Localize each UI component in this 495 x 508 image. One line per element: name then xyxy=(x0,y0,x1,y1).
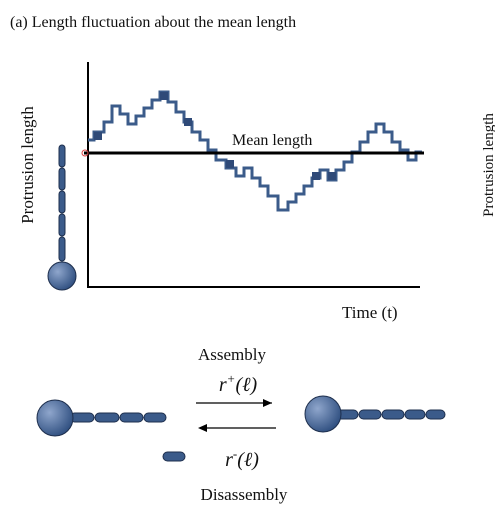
trace-blocks xyxy=(94,92,336,180)
short-protrusion xyxy=(36,399,167,437)
forward-arrowhead xyxy=(263,399,272,407)
disassembly-label: Disassembly xyxy=(201,485,288,504)
y-label: Protrusion length xyxy=(18,106,37,224)
origin-marker xyxy=(81,149,89,157)
x-label: Time (t) xyxy=(342,303,398,322)
rate-arg: (ℓ) xyxy=(235,374,257,396)
rate-sup: - xyxy=(233,446,237,461)
long-protrusion xyxy=(304,395,446,433)
title: (a) Length fluctuation about the mean le… xyxy=(10,14,296,31)
clipped-label: Protrusion length xyxy=(481,113,495,217)
forward-rate: r+(ℓ) xyxy=(219,371,258,396)
length-trace xyxy=(88,90,422,212)
rate-base: r xyxy=(225,449,233,471)
vertical-protrusion xyxy=(47,144,77,291)
free-subunit xyxy=(162,451,186,462)
rate-sup: + xyxy=(227,371,236,386)
rate-base: r xyxy=(219,374,227,396)
mean-label: Mean length xyxy=(232,132,312,149)
backward-arrowhead xyxy=(198,424,207,432)
backward-rate: r-(ℓ) xyxy=(225,446,259,471)
rate-arg: (ℓ) xyxy=(237,449,259,471)
assembly-label: Assembly xyxy=(198,345,267,364)
